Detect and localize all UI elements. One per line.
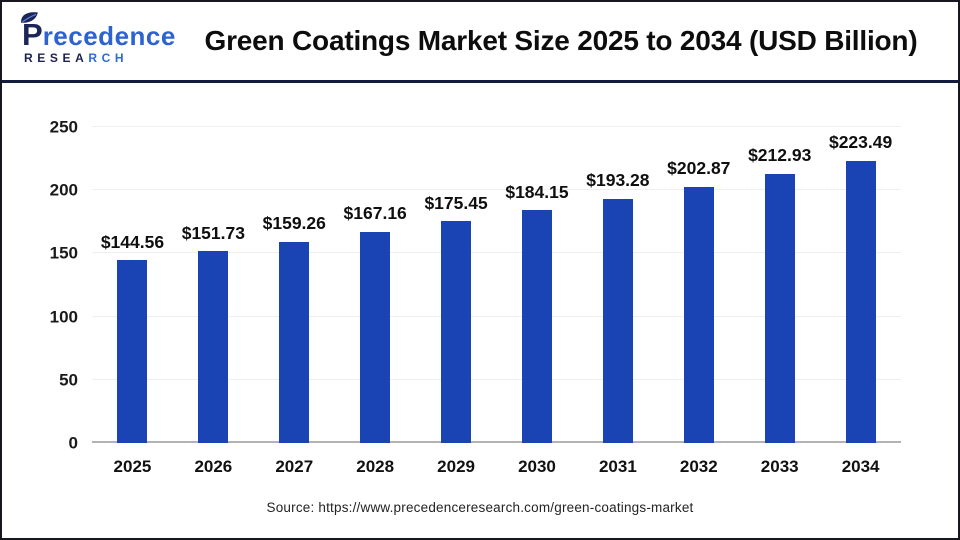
bar (360, 231, 391, 443)
bar-column: $193.28 (577, 127, 658, 443)
x-tick-label: 2025 (113, 457, 152, 476)
y-tick-label: 150 (49, 243, 78, 263)
gridline (92, 189, 901, 191)
bar-value-label: $175.45 (424, 192, 488, 213)
bar (845, 160, 876, 443)
x-tick-label: 2028 (356, 457, 395, 476)
bar (441, 221, 472, 443)
bar-value-label: $159.26 (262, 213, 326, 234)
bar (279, 241, 310, 443)
x-axis-labels: 2025 2026 2027 2028 2029 2030 2031 2032 2033 2034 (92, 457, 901, 477)
chart-title: Green Coatings Market Size 2025 to 2034 … (204, 24, 918, 56)
bar (117, 260, 148, 443)
bar-column: $159.26 (254, 127, 335, 443)
bar-column: $202.87 (658, 127, 739, 443)
chart-area: 0 50 100 150 200 250 $144.56 $151.73 $159.26 $167… (2, 83, 958, 538)
x-tick-label: 2027 (275, 457, 314, 476)
bar-value-label: $151.73 (181, 222, 245, 243)
bar (198, 251, 229, 443)
y-tick-label: 200 (49, 180, 78, 200)
x-tick-label: 2034 (841, 457, 880, 476)
gridline (92, 315, 901, 317)
brand-subtitle-right: RCH (88, 50, 129, 65)
x-tick-label: 2026 (194, 457, 233, 476)
y-tick-label: 100 (49, 307, 78, 327)
bars-row: $144.56 $151.73 $159.26 $167.16 $175.45 $184.… (92, 127, 901, 443)
x-tick-label: 2029 (437, 457, 475, 476)
brand-initial: P (22, 16, 43, 52)
bar-column: $184.15 (497, 127, 578, 443)
x-tick-label: 2032 (679, 457, 718, 476)
bar-column: $167.16 (335, 127, 416, 443)
bar (602, 198, 633, 443)
bar-value-label: $212.93 (748, 145, 812, 166)
source-text: Source: https://www.precedenceresearch.c… (266, 500, 694, 515)
bar-column: $144.56 (92, 127, 173, 443)
bar-column: $151.73 (173, 127, 254, 443)
bar-value-label: $184.15 (505, 181, 569, 202)
leaf-icon (21, 11, 38, 23)
brand-subtitle-left: RESEA (24, 50, 89, 65)
bar-value-label: $193.28 (586, 170, 650, 191)
gridline (92, 378, 901, 380)
x-tick-label: 2031 (598, 457, 637, 476)
bar-plot: 0 50 100 150 200 250 $144.56 $151.73 $159.26 $167… (50, 119, 901, 452)
bar (521, 210, 552, 443)
x-axis-baseline (92, 441, 901, 443)
bar-value-label: $167.16 (343, 203, 407, 224)
bar-value-label: $144.56 (100, 231, 165, 252)
y-tick-label: 250 (49, 117, 78, 137)
bar (683, 186, 714, 443)
x-tick-label: 2030 (518, 457, 556, 476)
bar-column: $212.93 (739, 127, 820, 443)
brand-subtitle: RESEARCH (20, 52, 128, 64)
bar-column: $223.49 (820, 127, 901, 443)
gridline (92, 252, 901, 254)
bar-value-label: $202.87 (667, 158, 731, 179)
bar-column: $175.45 (416, 127, 497, 443)
x-tick-label: 2033 (760, 457, 799, 476)
y-tick-label: 0 (68, 433, 78, 453)
bar (764, 173, 795, 443)
gridline (92, 126, 901, 127)
brand-name: recedence (42, 20, 176, 51)
bar-value-label: $223.49 (828, 132, 893, 153)
y-tick-label: 50 (59, 370, 78, 390)
